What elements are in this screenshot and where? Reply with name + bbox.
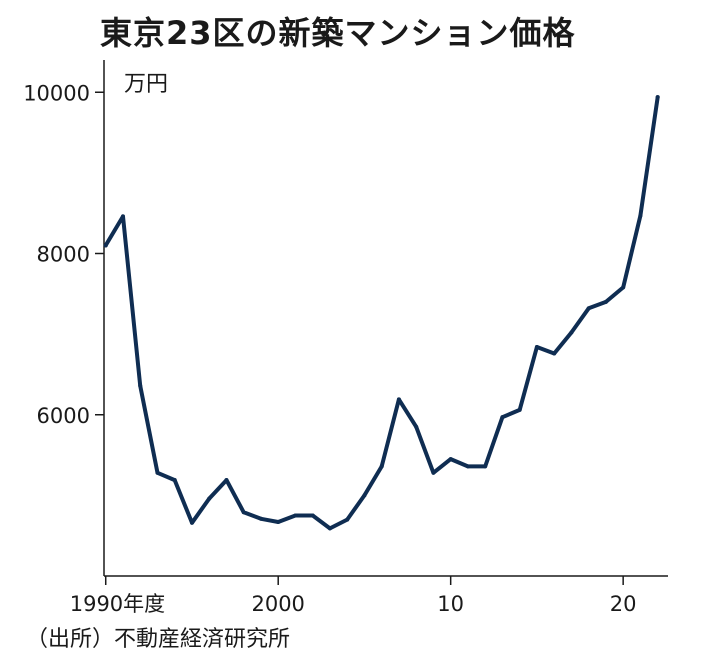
data-point (569, 330, 574, 335)
data-point (276, 519, 281, 524)
data-point (103, 243, 108, 248)
data-point (431, 470, 436, 475)
y-tick-label: 8000 (37, 243, 90, 267)
data-point (327, 526, 332, 531)
data-point (621, 285, 626, 290)
data-point (310, 513, 315, 518)
data-point (586, 306, 591, 311)
y-tick-label: 6000 (37, 404, 90, 428)
y-tick-label: 10000 (23, 81, 90, 105)
series (103, 95, 660, 531)
data-point (552, 351, 557, 356)
data-point (345, 517, 350, 522)
x-tick-label: 2000 (251, 592, 304, 616)
data-point (138, 383, 143, 388)
chart-title: 東京23区の新築マンション価格 (100, 14, 576, 52)
axes (103, 60, 668, 577)
data-point (655, 95, 660, 100)
data-point (120, 214, 125, 219)
data-point (414, 424, 419, 429)
data-point (362, 493, 367, 498)
data-point (379, 464, 384, 469)
data-point (465, 464, 470, 469)
data-point (534, 345, 539, 350)
data-point (396, 397, 401, 402)
x-tick-label: 10 (437, 592, 464, 616)
data-point (172, 478, 177, 483)
source-note: （出所）不動産経済研究所 (26, 627, 291, 652)
data-point (448, 457, 453, 462)
data-point (207, 496, 212, 501)
x-tick-label: 1990年度 (70, 592, 165, 616)
data-point (638, 213, 643, 218)
data-point (483, 464, 488, 469)
y-axis-unit-label: 万円 (124, 72, 169, 97)
data-point (189, 520, 194, 525)
price-line (103, 95, 660, 531)
data-point (224, 478, 229, 483)
data-point (258, 516, 263, 521)
data-point (293, 513, 298, 518)
data-point (517, 407, 522, 412)
ticks: 6000 8000 10000 1990年度 2000 10 20 (23, 81, 636, 616)
data-point (241, 510, 246, 515)
data-point (603, 299, 608, 304)
x-tick-label: 20 (610, 592, 637, 616)
data-point (500, 415, 505, 420)
data-point (155, 470, 160, 475)
